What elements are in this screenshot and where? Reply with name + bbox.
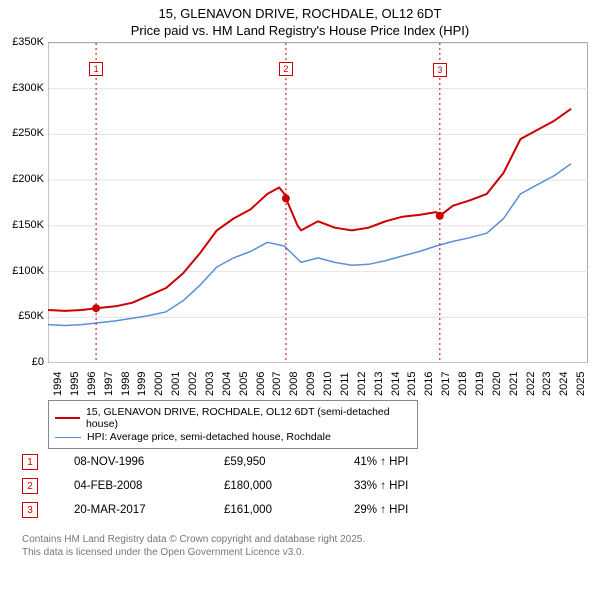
x-tick-label: 1999 [136,372,148,396]
footer-line-1: Contains HM Land Registry data © Crown c… [22,534,365,547]
x-tick-label: 2004 [221,372,233,396]
x-tick-label: 2012 [356,372,368,396]
event-marker-box: 1 [89,62,103,76]
event-marker-box: 3 [433,63,447,77]
x-tick-label: 1996 [86,372,98,396]
x-tick-label: 2011 [339,372,351,396]
legend-label: HPI: Average price, semi-detached house,… [87,431,331,443]
transaction-price: £161,000 [224,504,354,516]
x-tick-label: 2005 [238,372,250,396]
x-tick-label: 2019 [474,372,486,396]
x-tick-label: 2018 [457,372,469,396]
transaction-row: 1 08-NOV-1996£59,95041% ↑ HPI [22,450,474,474]
y-tick-label: £250K [0,127,44,139]
x-tick-label: 2022 [525,372,537,396]
x-tick-label: 2023 [541,372,553,396]
x-tick-label: 2025 [575,372,587,396]
x-tick-label: 2021 [508,372,520,396]
x-tick-label: 1995 [69,372,81,396]
transaction-price: £59,950 [224,456,354,468]
x-tick-label: 2006 [255,372,267,396]
x-tick-label: 2015 [406,372,418,396]
transaction-marker-box: 3 [22,502,38,518]
legend-swatch [55,417,80,419]
x-tick-label: 2017 [440,372,452,396]
event-marker-dot [436,212,444,220]
x-tick-label: 1997 [103,372,115,396]
footer-attribution: Contains HM Land Registry data © Crown c… [22,534,365,559]
x-tick-label: 2013 [373,372,385,396]
chart-container: £0£50K£100K£150K£200K£250K£300K£350K 199… [0,42,600,397]
footer-line-2: This data is licensed under the Open Gov… [22,547,365,560]
x-tick-label: 1994 [52,372,64,396]
transaction-date: 20-MAR-2017 [74,504,224,516]
event-marker-dot [92,304,100,312]
legend-label: 15, GLENAVON DRIVE, ROCHDALE, OL12 6DT (… [86,406,411,430]
event-marker-dot [282,194,290,202]
y-tick-label: £200K [0,173,44,185]
x-tick-label: 2020 [491,372,503,396]
x-tick-label: 1998 [120,372,132,396]
transaction-pct: 33% ↑ HPI [354,480,474,492]
legend-item: 15, GLENAVON DRIVE, ROCHDALE, OL12 6DT (… [55,406,411,430]
transaction-row: 2 04-FEB-2008£180,00033% ↑ HPI [22,474,474,498]
x-tick-label: 2016 [423,372,435,396]
y-tick-label: £350K [0,36,44,48]
transaction-price: £180,000 [224,480,354,492]
legend: 15, GLENAVON DRIVE, ROCHDALE, OL12 6DT (… [48,400,418,449]
x-tick-label: 2000 [153,372,165,396]
transactions-table: 1 08-NOV-1996£59,95041% ↑ HPI 2 04-FEB-2008… [22,450,474,522]
transaction-pct: 41% ↑ HPI [354,456,474,468]
y-tick-label: £300K [0,82,44,94]
x-tick-label: 2008 [288,372,300,396]
transaction-marker-box: 1 [22,454,38,470]
transaction-pct: 29% ↑ HPI [354,504,474,516]
y-tick-label: £150K [0,219,44,231]
plot-area [48,42,588,362]
transaction-date: 08-NOV-1996 [74,456,224,468]
y-tick-label: £50K [0,310,44,322]
series-line [48,109,571,311]
transaction-marker-box: 2 [22,478,38,494]
x-tick-label: 2024 [558,372,570,396]
x-tick-label: 2007 [271,372,283,396]
x-tick-label: 2001 [170,372,182,396]
y-tick-label: £0 [0,356,44,368]
event-marker-box: 2 [279,62,293,76]
x-tick-label: 2010 [322,372,334,396]
x-tick-label: 2014 [390,372,402,396]
x-tick-label: 2002 [187,372,199,396]
transaction-row: 3 20-MAR-2017£161,00029% ↑ HPI [22,498,474,522]
transaction-date: 04-FEB-2008 [74,480,224,492]
chart-title-block: 15, GLENAVON DRIVE, ROCHDALE, OL12 6DT P… [0,0,600,38]
legend-item: HPI: Average price, semi-detached house,… [55,431,411,443]
title-line-2: Price paid vs. HM Land Registry's House … [0,23,600,38]
title-line-1: 15, GLENAVON DRIVE, ROCHDALE, OL12 6DT [0,6,600,21]
legend-swatch [55,437,81,438]
plot-svg [48,43,588,363]
x-tick-label: 2009 [305,372,317,396]
x-tick-label: 2003 [204,372,216,396]
y-tick-label: £100K [0,265,44,277]
